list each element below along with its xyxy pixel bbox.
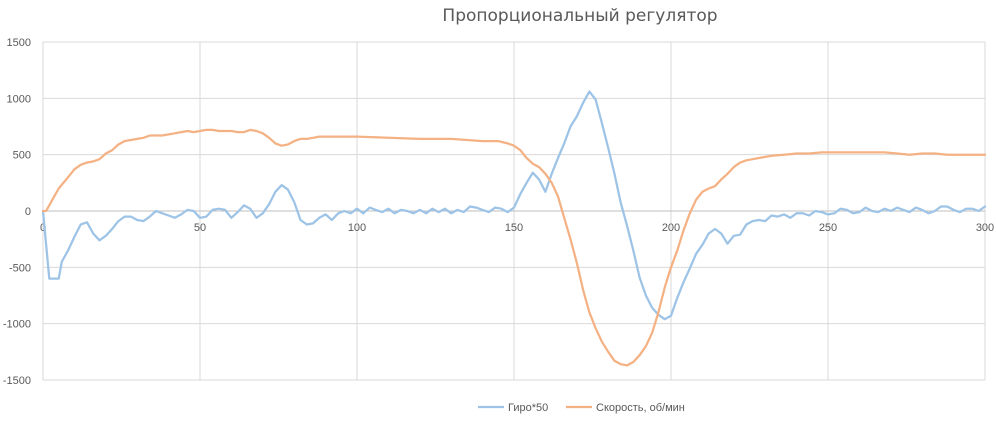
legend-label-2: Скорость, об/мин xyxy=(596,402,685,414)
x-tick-label: 0 xyxy=(40,222,46,234)
x-axis-ticks: 0 50 100 150 200 250 300 xyxy=(40,222,994,234)
legend: Гиро*50 Скорость, об/мин xyxy=(478,402,685,414)
y-tick-label: -1000 xyxy=(3,319,31,331)
x-tick-label: 200 xyxy=(662,222,680,234)
x-tick-label: 250 xyxy=(819,222,837,234)
x-tick-label: 100 xyxy=(348,222,366,234)
y-tick-label: -500 xyxy=(9,262,31,274)
chart-title: Пропорциональный регулятор xyxy=(442,6,717,26)
legend-label-1: Гиро*50 xyxy=(508,402,548,414)
x-tick-label: 50 xyxy=(194,222,206,234)
y-tick-label: 500 xyxy=(13,150,31,162)
y-axis-ticks: -1500 -1000 -500 0 500 1000 1500 xyxy=(3,37,31,387)
series-lines xyxy=(41,90,987,367)
series-line-1 xyxy=(41,90,987,321)
grid xyxy=(42,41,986,381)
x-tick-label: 150 xyxy=(505,222,523,234)
y-tick-label: 1500 xyxy=(7,37,31,49)
x-tick-label: 300 xyxy=(976,222,994,234)
y-tick-label: 1000 xyxy=(7,93,31,105)
series-line-2 xyxy=(41,128,987,367)
y-tick-label: 0 xyxy=(25,206,31,218)
y-tick-label: -1500 xyxy=(3,375,31,387)
